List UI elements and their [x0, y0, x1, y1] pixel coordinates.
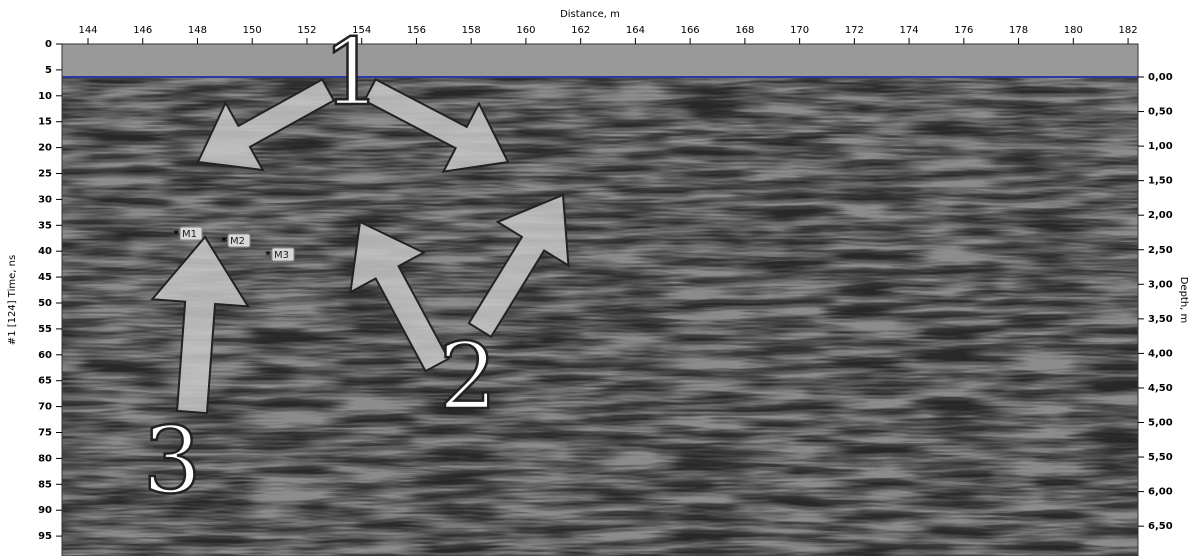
time-tick-label: 0	[45, 39, 52, 50]
time-tick-label: 75	[38, 428, 52, 439]
distance-tick-label: 160	[516, 25, 535, 36]
depth-tick-label: 6,00	[1148, 487, 1173, 498]
time-tick-label: 55	[38, 324, 52, 335]
arrow	[196, 78, 336, 172]
time-tick-label: 65	[38, 376, 52, 387]
distance-tick-label: 148	[188, 25, 207, 36]
annotation-number: 1	[323, 19, 382, 126]
marker-label: M3	[274, 250, 289, 261]
depth-tick-label: 0,50	[1148, 107, 1173, 118]
time-tick-label: 5	[45, 65, 52, 76]
depth-tick-label: 3,50	[1148, 314, 1173, 325]
time-tick-label: 15	[38, 117, 52, 128]
time-tick-label: 45	[38, 272, 52, 283]
marker-star: *	[173, 229, 179, 240]
marker-star: *	[265, 250, 271, 261]
time-tick-label: 50	[38, 298, 52, 309]
marker-label-box	[227, 233, 251, 248]
time-tick-label: 10	[38, 91, 52, 102]
right-axis-label: Depth, m	[1178, 277, 1189, 324]
distance-tick-label: 162	[571, 25, 590, 36]
annotation-number: 3	[143, 407, 202, 514]
depth-tick-label: 2,50	[1148, 245, 1173, 256]
distance-tick-label: 156	[407, 25, 426, 36]
marker-label: M2	[230, 236, 245, 247]
time-tick-label: 85	[38, 479, 52, 490]
distance-tick-label: 144	[78, 25, 97, 36]
depth-tick-label: 5,00	[1148, 418, 1173, 429]
time-tick-label: 30	[38, 194, 52, 205]
depth-tick-label: 4,00	[1148, 348, 1173, 359]
distance-tick-label: 182	[1119, 25, 1138, 36]
time-tick-label: 35	[38, 220, 52, 231]
distance-tick-label: 146	[133, 25, 152, 36]
distance-tick-label: 164	[626, 25, 645, 36]
distance-tick-label: 170	[790, 25, 809, 36]
arrow	[349, 220, 450, 373]
distance-tick-label: 172	[845, 25, 864, 36]
distance-tick-label: 154	[352, 25, 371, 36]
distance-tick-label: 176	[954, 25, 973, 36]
distance-tick-label: 180	[1064, 25, 1083, 36]
depth-tick-label: 1,00	[1148, 141, 1173, 152]
marker-label: M1	[182, 229, 197, 240]
annotation-number: 2	[439, 323, 498, 430]
depth-tick-label: 0,00	[1148, 72, 1173, 83]
distance-tick-label: 178	[1009, 25, 1028, 36]
time-tick-label: 90	[38, 505, 52, 516]
depth-tick-label: 4,50	[1148, 383, 1173, 394]
time-tick-label: 25	[38, 169, 52, 180]
distance-tick-label: 168	[735, 25, 754, 36]
depth-tick-label: 1,50	[1148, 176, 1173, 187]
marker-label-box	[179, 226, 203, 241]
time-tick-label: 20	[38, 143, 52, 154]
top-axis-label: Distance, m	[560, 9, 620, 20]
time-tick-label: 95	[38, 531, 52, 542]
distance-tick-label: 174	[900, 25, 919, 36]
time-tick-label: 60	[38, 350, 52, 361]
time-tick-label: 80	[38, 453, 52, 464]
distance-tick-label: 150	[243, 25, 262, 36]
depth-tick-label: 6,50	[1148, 521, 1173, 532]
marker-label-box	[271, 247, 295, 262]
depth-tick-label: 5,50	[1148, 452, 1173, 463]
annotations: 123* M1* M2* M3	[141, 18, 570, 515]
distance-tick-label: 158	[462, 25, 481, 36]
distance-tick-label: 166	[681, 25, 700, 36]
arrow	[467, 193, 570, 339]
depth-tick-label: 2,00	[1148, 210, 1173, 221]
distance-tick-label: 152	[297, 25, 316, 36]
marker-star: *	[221, 236, 227, 247]
arrow	[150, 235, 250, 415]
time-tick-label: 40	[38, 246, 52, 257]
left-axis-label: #1 [124] Time, ns	[7, 255, 18, 345]
time-tick-label: 70	[38, 402, 52, 413]
arrow	[363, 78, 510, 173]
depth-tick-label: 3,00	[1148, 279, 1173, 290]
